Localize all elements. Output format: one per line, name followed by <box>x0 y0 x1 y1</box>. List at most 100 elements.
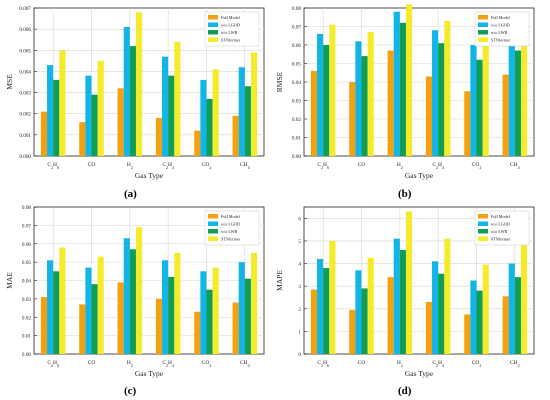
legend-swatch <box>478 30 488 35</box>
bar-stnformer-c2h4 <box>174 41 181 157</box>
bar-w-o-lgod-c2h4 <box>432 30 439 157</box>
bar-stnformer-c2h6 <box>329 240 336 354</box>
x-tick-label: CO2 <box>202 360 212 368</box>
bar-w-o-lgod-co2 <box>200 271 207 354</box>
legend-swatch <box>208 22 218 27</box>
legend-label: w/o LGOD <box>491 222 510 227</box>
bar-w-o-lgod-c2h6 <box>317 259 324 354</box>
y-tick-label: 6 <box>298 216 301 222</box>
chart-panel-b-group: 0.00 0.01 0.02 0.03 0.04 0.05 0.06 0.07 0.08 C2H6… <box>275 4 535 180</box>
bar-stnformer-ch4 <box>520 26 528 156</box>
bar-stnformer-c2h4 <box>444 238 451 354</box>
bar-stnformer-co <box>367 257 374 354</box>
bar-w-o-lgod-ch4 <box>508 35 515 156</box>
bar-w-o-lwr-h2 <box>129 249 136 354</box>
bar-w-o-lgod-h2 <box>393 11 400 157</box>
bar-stnformer-co2 <box>212 267 219 354</box>
legend-swatch <box>478 229 488 234</box>
y-tick-label: 0.03 <box>292 99 301 105</box>
chart-panel-d-group: 0 1 2 3 4 5 6 C2H6 CO H2 C2H4 CO2 CH4 Gas Type MAPE Ful… <box>275 206 535 378</box>
y-tick-label: 0.04 <box>22 279 31 285</box>
bar-w-o-lgod-h2 <box>393 238 400 354</box>
bar-w-o-lgod-c2h4 <box>162 260 169 354</box>
bar-w-o-lwr-co <box>361 56 368 156</box>
y-tick-label: 0.00 <box>22 352 31 358</box>
legend-label: w/o LGOD <box>491 23 510 28</box>
x-tick-label: CH4 <box>240 162 250 170</box>
bar-stnformer-c2h6 <box>329 24 336 157</box>
bar-w-o-lgod-h2 <box>123 27 130 157</box>
y-tick-label: 0.07 <box>292 25 301 31</box>
bar-stnformer-co2 <box>482 264 489 354</box>
bar-w-o-lwr-c2h4 <box>168 75 175 156</box>
legend: Full Model w/o LGOD w/o LWR STNformer <box>474 11 530 47</box>
bar-stnformer-ch4 <box>250 52 258 156</box>
bar-stnformer-ch4 <box>520 243 528 354</box>
y-axis-label: MSE <box>5 74 14 90</box>
x-tick-label: CO2 <box>202 162 212 170</box>
bar-w-o-lgod-c2h4 <box>432 261 439 354</box>
y-axis-label: MAE <box>5 272 14 289</box>
x-axis-label: Gas Type <box>135 171 164 180</box>
legend-swatch <box>478 15 488 20</box>
bar-full-model-c2h6 <box>310 289 318 354</box>
bar-stnformer-co2 <box>482 37 489 156</box>
bar-stnformer-co <box>97 256 104 354</box>
bar-w-o-lwr-co <box>91 284 98 354</box>
legend-label: Full Model <box>491 214 511 219</box>
bar-w-o-lgod-co2 <box>470 280 477 354</box>
y-tick-label: 0.005 <box>19 48 31 54</box>
bar-w-o-lgod-co <box>355 270 362 354</box>
bar-w-o-lgod-h2 <box>123 238 130 354</box>
legend-swatch <box>208 30 218 35</box>
legend-swatch <box>478 37 488 42</box>
y-tick-label: 0.03 <box>22 297 31 303</box>
bar-w-o-lwr-h2 <box>399 22 406 156</box>
bar-w-o-lwr-co <box>361 288 368 354</box>
bar-w-o-lwr-co2 <box>206 289 213 354</box>
x-tick-label: H2 <box>397 162 403 170</box>
bar-full-model-ch4 <box>232 302 239 354</box>
bar-full-model-h2 <box>117 88 124 156</box>
legend-label: Full Model <box>221 214 241 219</box>
bar-w-o-lwr-h2 <box>129 46 136 156</box>
bar-full-model-co <box>349 309 356 354</box>
bar-w-o-lwr-co2 <box>476 59 483 156</box>
bar-w-o-lwr-ch4 <box>514 277 521 354</box>
bar-w-o-lwr-c2h4 <box>438 273 445 354</box>
bar-stnformer-ch4 <box>250 252 258 354</box>
bar-w-o-lwr-c2h6 <box>323 45 330 156</box>
x-tick-label: C2H6 <box>47 162 59 170</box>
x-tick-label: H2 <box>397 360 403 368</box>
legend-swatch <box>478 236 488 241</box>
legend-label: w/o LWR <box>221 30 238 35</box>
y-tick-label: 5 <box>298 239 301 245</box>
y-tick-label: 0.007 <box>19 6 31 12</box>
bar-full-model-ch4 <box>502 296 509 354</box>
bar-full-model-c2h4 <box>155 117 163 156</box>
bar-full-model-c2h6 <box>310 70 318 156</box>
legend-label: STNformer <box>491 237 511 242</box>
bar-w-o-lgod-ch4 <box>238 262 245 354</box>
bar-w-o-lwr-c2h4 <box>168 276 175 354</box>
x-tick-label: CO <box>88 162 96 168</box>
bar-full-model-c2h4 <box>425 76 433 156</box>
y-tick-label: 0.08 <box>292 6 301 12</box>
x-tick-label: H2 <box>127 162 133 170</box>
x-tick-label: H2 <box>127 360 133 368</box>
y-tick-label: 0.06 <box>22 242 31 248</box>
chart-panel-c-group: 0.00 0.01 0.02 0.03 0.04 0.05 0.06 0.07 0.08 C2H6… <box>5 205 265 378</box>
legend-swatch <box>208 214 218 219</box>
legend-swatch <box>208 229 218 234</box>
chart-panel-a-group: 0.000 0.001 0.002 0.003 0.004 0.005 0.006 0.007… <box>5 6 265 180</box>
legend: Full Model w/o LGOD w/o LWR STNformer <box>204 11 260 47</box>
bar-w-o-lwr-c2h4 <box>438 43 445 156</box>
legend-swatch <box>208 236 218 241</box>
bar-w-o-lwr-co2 <box>476 290 483 354</box>
legend-swatch <box>478 22 488 27</box>
panel-label-d: (d) <box>398 385 412 397</box>
bar-stnformer-h2 <box>405 4 413 156</box>
y-tick-label: 0.002 <box>19 112 31 118</box>
panel-label-c: (c) <box>124 385 137 397</box>
